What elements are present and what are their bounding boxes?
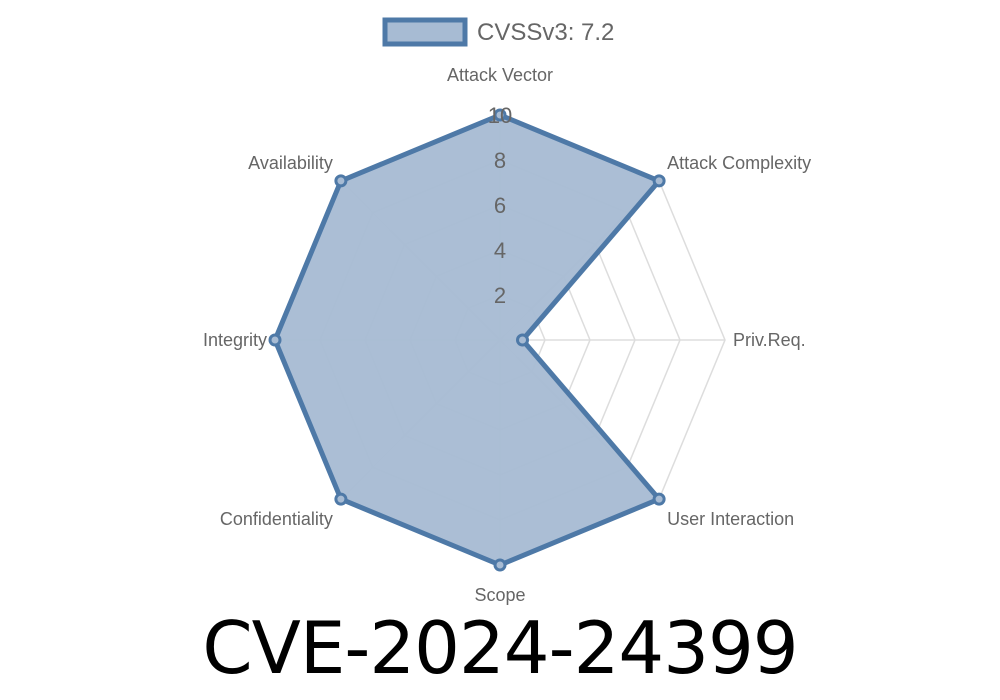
axis-label: Availability (248, 153, 333, 173)
axis-label: User Interaction (667, 509, 794, 529)
axis-label: Confidentiality (220, 509, 333, 529)
cve-title: CVE-2024-24399 (202, 606, 798, 690)
data-point (516, 333, 529, 347)
legend: CVSSv3: 7.2 (382, 17, 614, 47)
legend-swatch (382, 17, 468, 47)
data-point (268, 333, 282, 347)
axis-label: Scope (474, 585, 525, 605)
axis-label: Attack Complexity (667, 153, 811, 173)
tick-label: 4 (494, 238, 506, 263)
axis-label: Attack Vector (447, 65, 553, 85)
data-point (652, 174, 666, 188)
legend-label: CVSSv3: 7.2 (477, 19, 614, 46)
data-point (652, 492, 666, 506)
data-point (334, 492, 348, 506)
data-point (334, 174, 348, 188)
tick-label: 10 (488, 103, 512, 128)
tick-label: 6 (494, 193, 506, 218)
data-point (493, 558, 507, 572)
tick-label: 2 (494, 283, 506, 308)
axis-label: Integrity (203, 330, 267, 350)
tick-label: 8 (494, 148, 506, 173)
data-point (493, 108, 507, 122)
axis-label: Priv.Req. (733, 330, 806, 350)
